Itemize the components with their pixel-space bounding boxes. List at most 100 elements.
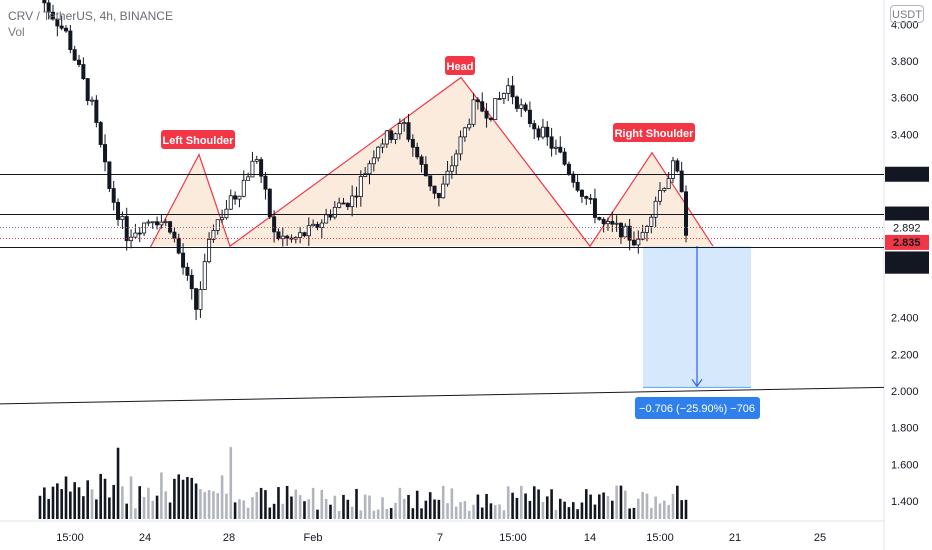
volume-bar — [394, 502, 397, 519]
volume-bar — [307, 499, 311, 519]
candle-body — [185, 266, 190, 276]
volume-bar — [103, 478, 107, 519]
head-and-shoulders-pattern — [149, 76, 714, 249]
volume-bar — [363, 494, 367, 519]
candle-body — [458, 136, 463, 155]
candle-body — [215, 219, 220, 231]
volume-bar — [142, 497, 146, 519]
volume-bar — [199, 489, 202, 519]
target-label: −0.706 (−25.90%) −706 — [635, 397, 760, 419]
candle-body — [410, 138, 415, 148]
volume-bar — [593, 504, 597, 519]
time-tick-label: 25 — [814, 532, 826, 544]
candle-body — [623, 225, 628, 238]
volume-bar — [532, 486, 536, 519]
candle-body — [436, 192, 441, 199]
volume-bar — [597, 494, 601, 519]
candle-body — [176, 237, 181, 254]
candle-body — [168, 221, 173, 233]
volume-bar — [251, 497, 254, 519]
price-tick-label: 3.600 — [891, 93, 919, 105]
candle-body — [111, 188, 116, 203]
volume-bar — [220, 475, 224, 519]
candle-body — [94, 99, 99, 123]
right-shoulder-label: Right Shoulder — [613, 123, 695, 142]
pattern-outline — [149, 76, 714, 249]
candle-body — [510, 85, 515, 98]
candle-body — [172, 231, 177, 239]
price-label-text: 2.968 — [893, 209, 921, 221]
volume-bar — [550, 489, 553, 519]
price-label-text: 3.185 — [893, 169, 921, 181]
volume-bar — [212, 491, 215, 519]
candle-body — [341, 202, 346, 205]
candle-body — [497, 98, 502, 100]
grid — [0, 0, 885, 550]
candle-body — [237, 195, 242, 200]
time-axis: 15:00 24 28 Feb 7 15:00 14 15:00 21 25 — [56, 532, 826, 544]
candle-body — [306, 225, 311, 237]
price-axis: 4.0003.8003.6003.4003.2002.4002.2002.000… — [885, 19, 929, 508]
candle-body — [462, 127, 467, 138]
volume-bar — [255, 491, 259, 519]
candle-body — [441, 183, 446, 199]
target-label-text: −0.706 (−25.90%) −706 — [639, 403, 755, 415]
candle-body — [644, 226, 649, 233]
candle-body — [124, 216, 129, 242]
price-label: 2.835 — [885, 234, 929, 250]
volume-bar — [385, 508, 389, 519]
price-label-bg — [885, 166, 929, 182]
candle-body — [471, 99, 476, 125]
price-label-bg — [885, 220, 929, 236]
volume-bar — [116, 447, 120, 519]
candle-body — [406, 122, 411, 140]
candle-body — [432, 185, 437, 194]
volume-bar — [389, 508, 393, 519]
volume-bar — [186, 476, 189, 519]
candle-body — [228, 195, 233, 210]
candle-body — [263, 175, 268, 190]
candle-body — [46, 2, 51, 13]
volume-bar — [229, 447, 233, 519]
candle-body — [454, 153, 459, 167]
volume-bar — [515, 497, 519, 519]
candle-body — [276, 231, 281, 240]
volume-bar — [489, 503, 493, 519]
candle-body — [501, 93, 506, 99]
volume-bar — [64, 476, 68, 519]
candle-body — [653, 200, 658, 218]
price-tick-label: 1.800 — [891, 423, 919, 435]
candle-body — [116, 201, 121, 220]
target-label-bg — [635, 397, 760, 419]
candle-body — [254, 159, 259, 162]
volume-bar — [346, 499, 350, 519]
volume-bar — [173, 478, 176, 519]
candle-body — [445, 170, 450, 185]
volume-bar — [134, 508, 137, 519]
currency-button[interactable]: USDT — [890, 5, 924, 23]
candle-body — [371, 157, 376, 165]
volume-bar — [47, 499, 50, 519]
volume-bar — [684, 499, 688, 519]
candle-body — [332, 206, 337, 218]
candle-body — [376, 146, 381, 159]
candle-body — [666, 178, 671, 189]
volume-bar — [268, 507, 272, 519]
volume-bar — [359, 510, 363, 519]
price-label: 2.727 — [885, 258, 929, 274]
candle-body — [384, 130, 389, 145]
volume-bar — [589, 494, 592, 519]
volume-bar — [493, 505, 497, 519]
candle-body — [679, 170, 684, 193]
candlesticks — [42, 0, 689, 321]
volume-bar — [632, 507, 636, 519]
candle-body — [207, 239, 212, 263]
volume-bar — [567, 507, 571, 519]
price-label-bg — [885, 258, 929, 274]
volume-bar — [424, 500, 428, 519]
volume-bar — [259, 487, 263, 519]
volume-bar — [99, 473, 102, 519]
time-tick-label: 14 — [584, 532, 596, 544]
candle-body — [553, 146, 558, 149]
